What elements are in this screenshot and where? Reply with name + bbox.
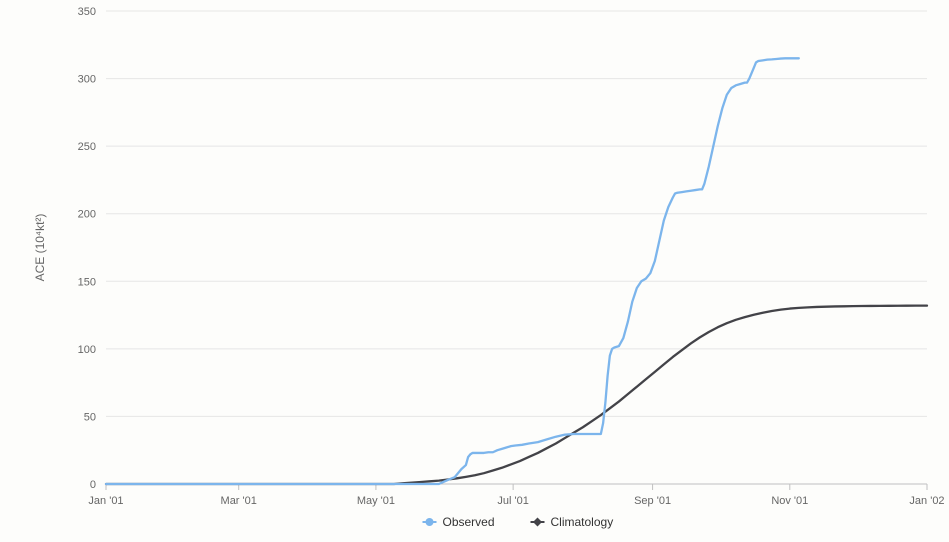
y-tick-label: 350 xyxy=(78,6,96,18)
x-tick-label: May '01 xyxy=(357,495,395,507)
y-tick-label: 0 xyxy=(90,479,96,491)
legend-label: Climatology xyxy=(551,515,614,529)
y-tick-label: 150 xyxy=(78,276,96,288)
ace-line-chart: 0 50 100 150 200 250 300 350 Jan '01 Mar '01 May '… xyxy=(0,0,949,542)
legend-label: Observed xyxy=(443,515,495,529)
legend-marker-circle-icon xyxy=(426,518,434,526)
chart-background xyxy=(0,0,949,542)
y-tick-label: 200 xyxy=(78,209,96,221)
y-axis-label: ACE (10⁴kt²) xyxy=(33,214,47,282)
x-tick-label: Mar '01 xyxy=(221,495,257,507)
y-tick-label: 300 xyxy=(78,74,96,86)
chart-svg: 0 50 100 150 200 250 300 350 Jan '01 Mar '01 May '… xyxy=(0,0,949,542)
x-tick-label: Jan '01 xyxy=(88,495,123,507)
x-tick-label: Jul '01 xyxy=(497,495,528,507)
y-tick-label: 50 xyxy=(84,411,96,423)
x-tick-label: Sep '01 xyxy=(634,495,671,507)
y-tick-label: 250 xyxy=(78,141,96,153)
x-tick-label: Nov '01 xyxy=(771,495,808,507)
x-tick-label: Jan '02 xyxy=(909,495,944,507)
y-tick-label: 100 xyxy=(78,344,96,356)
